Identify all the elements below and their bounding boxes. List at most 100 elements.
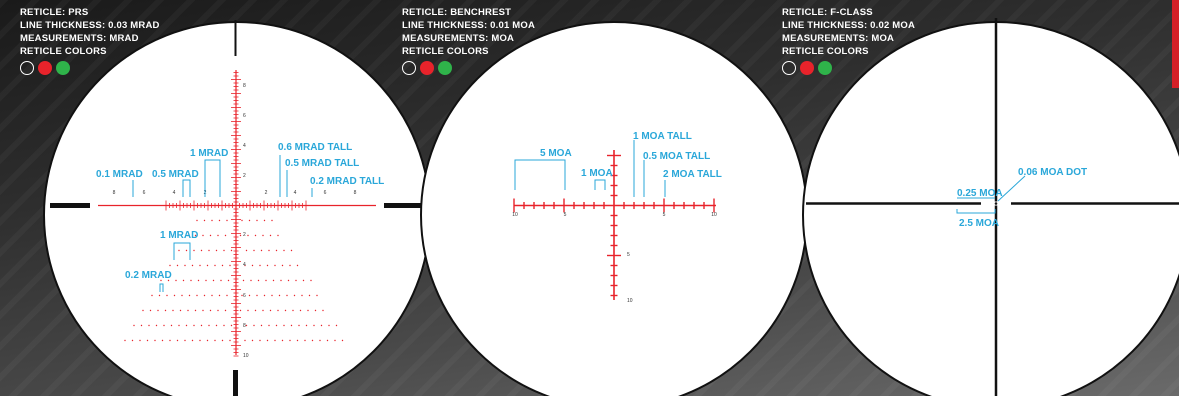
prs-holdover-dot	[196, 294, 198, 297]
swatch-white[interactable]	[20, 61, 34, 75]
prs-holdover-dot	[287, 279, 290, 282]
callout-0-5-moa-tall: 0.5 MOA TALL	[643, 151, 710, 162]
prs-v-tick: 4	[243, 143, 246, 149]
prs-holdover-dot	[161, 339, 164, 342]
prs-holdover-dot	[170, 324, 173, 327]
prs-holdover-dot	[202, 309, 204, 312]
prs-holdover-dot	[311, 339, 314, 342]
prs-v-tick: 8	[243, 83, 246, 89]
prs-v-tick: 2	[243, 232, 246, 238]
prs-holdover-dot	[157, 309, 159, 312]
prs-holdover-dot	[248, 294, 251, 297]
prs-holdover-dot	[209, 234, 212, 237]
swatch-green[interactable]	[818, 61, 832, 75]
post-bottom	[233, 370, 238, 396]
prs-holdover-dot	[259, 264, 261, 267]
prs-holdover-dot	[149, 309, 152, 312]
prs-holdover-dot	[179, 309, 182, 312]
prs-holdover-dot	[286, 294, 288, 297]
prs-holdover-dot	[289, 264, 291, 267]
prs-holdover-dot	[148, 324, 150, 327]
prs-holdover-dot	[304, 339, 306, 342]
prs-holdover-dot	[328, 324, 330, 327]
benchrest-h-tick: 5	[564, 212, 567, 218]
swatch-red[interactable]	[800, 61, 814, 75]
prs-holdover-dot	[275, 324, 278, 327]
reticle-name: RETICLE: PRS	[20, 7, 89, 18]
prs-h-tick: 2	[265, 190, 268, 196]
prs-holdover-dot	[308, 294, 311, 297]
prs-holdover-dot	[227, 279, 230, 282]
prs-holdover-dot	[263, 294, 266, 297]
prs-holdover-dot	[289, 339, 291, 342]
prs-holdover-dot	[193, 324, 195, 327]
prs-holdover-dot	[199, 264, 201, 267]
info-prs: RETICLE: PRS LINE THICKNESS: 0.03 MRAD M…	[20, 6, 160, 75]
scope-fclass: 0.06 MOA DOT 0.25 MOA 2.5 MOA	[802, 18, 1179, 396]
prs-holdover-dot	[290, 249, 293, 252]
swatch-green[interactable]	[56, 61, 70, 75]
prs-holdover-dot	[283, 249, 285, 252]
prs-holdover-dot	[226, 294, 228, 297]
prs-holdover-dot	[341, 339, 344, 342]
prs-holdover-dot	[260, 249, 263, 252]
prs-holdover-dot	[193, 249, 195, 252]
callout-0-6-mrad-tall: 0.6 MRAD TALL	[278, 142, 352, 153]
prs-v-tick: 2	[243, 173, 246, 179]
measurements: MEASUREMENTS: MRAD	[20, 33, 139, 44]
post-top	[234, 20, 237, 56]
prs-holdover-dot	[335, 324, 338, 327]
swatch-red[interactable]	[420, 61, 434, 75]
prs-holdover-dot	[296, 339, 299, 342]
prs-holdover-dot	[212, 279, 215, 282]
prs-holdover-dot	[199, 339, 201, 342]
prs-h-tick: 8	[354, 190, 357, 196]
prs-holdover-dot	[256, 219, 258, 222]
prs-holdover-dot	[172, 309, 174, 312]
prs-holdover-dot	[217, 234, 219, 237]
prs-holdover-dot	[220, 279, 222, 282]
prs-holdover-dot	[334, 339, 336, 342]
swatch-white[interactable]	[402, 61, 416, 75]
prs-holdover-dot	[253, 249, 255, 252]
prs-h-tick: 4	[294, 190, 297, 196]
prs-holdover-dot	[218, 294, 221, 297]
prs-holdover-dot	[322, 309, 324, 312]
callout-dot: 0.06 MOA DOT	[1018, 167, 1087, 178]
prs-holdover-dot	[223, 249, 225, 252]
info-fclass: RETICLE: F-CLASS LINE THICKNESS: 0.02 MO…	[782, 6, 915, 75]
callout-0-5-mrad-tall: 0.5 MRAD TALL	[285, 158, 359, 169]
prs-holdover-dot	[239, 309, 242, 312]
prs-holdover-dot	[296, 264, 299, 267]
prs-holdover-dot	[176, 339, 179, 342]
prs-holdover-dot	[254, 234, 257, 237]
prs-holdover-dot	[326, 339, 329, 342]
prs-holdover-dot	[185, 249, 188, 252]
prs-holdover-dot	[200, 324, 203, 327]
prs-holdover-dot	[281, 264, 284, 267]
callout-2-5-moa: 2.5 MOA	[959, 218, 999, 229]
reticle-colors-label: RETICLE COLORS	[402, 46, 489, 57]
prs-holdover-dot	[194, 234, 197, 237]
prs-holdover-dot	[313, 324, 315, 327]
prs-holdover-dot	[208, 249, 210, 252]
prs-holdover-dot	[250, 279, 252, 282]
prs-holdover-dot	[184, 264, 186, 267]
prs-holdover-dot	[190, 279, 192, 282]
prs-holdover-dot	[262, 234, 264, 237]
swatch-green[interactable]	[438, 61, 452, 75]
swatch-white[interactable]	[782, 61, 796, 75]
prs-holdover-dot	[230, 249, 233, 252]
prs-holdover-dot	[278, 294, 281, 297]
fclass-center-dot	[994, 202, 998, 205]
prs-holdover-dot	[187, 234, 189, 237]
benchrest-h-tick: 10	[512, 212, 518, 218]
prs-holdover-dot	[215, 249, 218, 252]
prs-holdover-dot	[254, 309, 257, 312]
prs-holdover-dot	[124, 339, 126, 342]
callout-1-mrad-lower: 1 MRAD	[160, 230, 198, 241]
reticle-colors-label: RETICLE COLORS	[782, 46, 869, 57]
color-swatches	[20, 61, 160, 75]
prs-holdover-dot	[214, 339, 216, 342]
swatch-red[interactable]	[38, 61, 52, 75]
